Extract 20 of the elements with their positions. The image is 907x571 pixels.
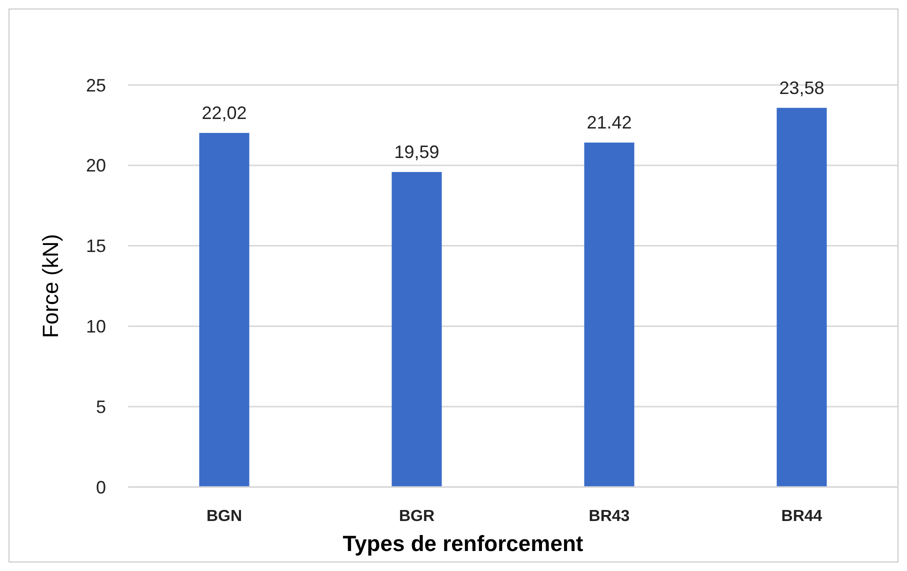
bar	[584, 142, 634, 487]
data-label: 22,02	[202, 102, 247, 123]
x-tick-label: BGR	[398, 508, 435, 525]
y-axis-title: Force (kN)	[38, 234, 63, 338]
bar	[199, 132, 250, 487]
y-tick-label: 5	[96, 396, 106, 417]
x-tick-label: BGN	[206, 508, 242, 525]
y-tick-label: 15	[86, 236, 106, 256]
x-tick-label: BR43	[588, 508, 630, 525]
data-label: 19,59	[394, 142, 440, 162]
data-label: 23,58	[779, 78, 824, 98]
y-tick-label: 25	[86, 75, 106, 96]
x-tick-label: BR44	[781, 508, 822, 525]
y-tick-label: 10	[86, 316, 106, 336]
bar	[392, 172, 442, 487]
y-tick-label: 20	[86, 156, 106, 176]
x-axis-title: Types de renforcement	[342, 531, 584, 556]
bar	[776, 108, 827, 487]
data-label: 21.42	[586, 112, 632, 133]
y-tick-label: 0	[96, 477, 106, 498]
